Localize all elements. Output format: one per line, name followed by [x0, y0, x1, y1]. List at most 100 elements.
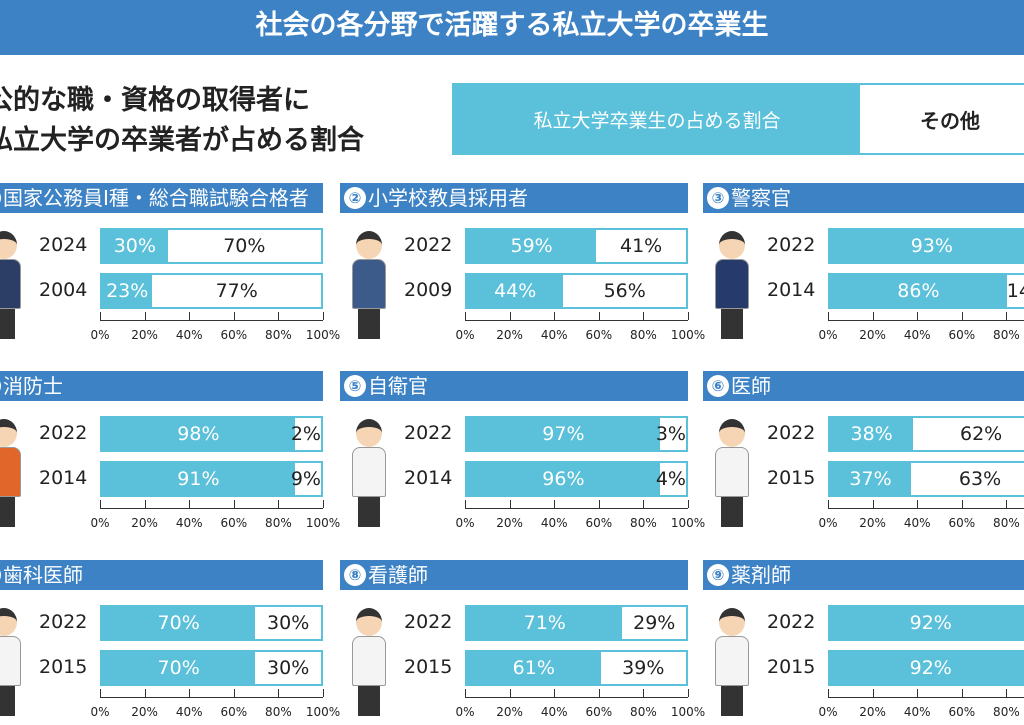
- axis-tick: [598, 689, 600, 697]
- axis-tick-label: 100%: [670, 705, 706, 719]
- panel-title: 自衛官: [368, 374, 428, 398]
- figure-body: [0, 636, 21, 686]
- axis-tick: [828, 500, 829, 508]
- year-label: 2022: [404, 611, 453, 633]
- axis-tick: [961, 500, 963, 508]
- dentist-illustration: [0, 608, 23, 718]
- axis-tick-label: 60%: [585, 328, 613, 342]
- axis-tick: [189, 689, 191, 697]
- axis-tick-label: 20%: [859, 705, 886, 719]
- figure-legs: [358, 309, 380, 339]
- year-label: 2022: [767, 611, 816, 633]
- stacked-bar: 70% 30%: [100, 605, 323, 641]
- bar-segment-private: 30%: [102, 230, 168, 262]
- panel-header: ④消防士: [0, 371, 323, 401]
- axis-tick: [509, 689, 511, 697]
- axis-tick-label: 40%: [540, 328, 568, 342]
- panel-number: ③: [707, 187, 729, 209]
- x-axis: 0%20%40%60%80%100%: [818, 312, 1024, 342]
- axis-tick: [961, 689, 963, 697]
- bar-segment-other: 30%: [267, 612, 310, 634]
- figure-legs: [0, 309, 15, 339]
- bar-segment-other: 2%: [290, 423, 321, 445]
- panel-title: 小学校教員採用者: [368, 186, 528, 210]
- axis-tick-label: 60%: [585, 705, 613, 719]
- chart-panel: ⑦歯科医師 2022 70% 30% 2015 70% 30% 0% 20% 40% 60% 80% 1…: [0, 560, 340, 725]
- bar-segment-other: 62%: [959, 423, 1003, 445]
- axis-tick-label: 20%: [496, 705, 523, 719]
- bar-segment-private: 61%: [467, 652, 601, 684]
- axis-tick: [144, 312, 146, 320]
- axis-tick: [961, 312, 963, 320]
- chart-panel: ④消防士 2022 98%2% 2014 91%9% 0% 20% 40% 60% 80% 100%: [0, 371, 340, 536]
- axis-tick-label: 20%: [496, 328, 523, 342]
- figure-body: [352, 259, 386, 309]
- year-label: 2022: [404, 422, 453, 444]
- figure-body: [352, 447, 386, 497]
- x-axis: 0%20%40%60%80%100%: [455, 689, 705, 719]
- axis-tick-label: 60%: [585, 516, 613, 530]
- bar-segment-other: 30%: [267, 657, 310, 679]
- panel-number: ⑨: [707, 564, 729, 586]
- year-label: 2014: [39, 467, 88, 489]
- axis-tick: [233, 500, 235, 508]
- x-axis: 0%20%40%60%80%100%: [90, 689, 340, 719]
- page-title: 社会の各分野で活躍する私立大学の卒業生: [0, 0, 1024, 55]
- axis-tick-label: 60%: [948, 705, 976, 719]
- axis-tick: [189, 312, 191, 320]
- axis-tick-label: 40%: [540, 516, 568, 530]
- axis-tick: [872, 312, 874, 320]
- figure-body: [715, 636, 749, 686]
- bar-segment-private: 70%: [102, 652, 256, 684]
- panel-header: ⑦歯科医師: [0, 560, 323, 590]
- bar-segment-private: 93%: [830, 230, 1024, 262]
- axis-tick: [554, 689, 556, 697]
- chart-panel: ⑥医師202238%62%201537%63%0%20%40%60%80%100…: [703, 371, 1024, 536]
- axis-tick-label: 0%: [90, 705, 110, 719]
- figure-head: [719, 419, 745, 447]
- panel-number: ②: [344, 187, 366, 209]
- axis-tick: [100, 312, 101, 320]
- year-label: 2022: [39, 422, 88, 444]
- axis-tick-label: 60%: [220, 705, 248, 719]
- axis-tick-label: 80%: [993, 705, 1020, 719]
- figure-head: [356, 231, 382, 259]
- axis-tick: [554, 312, 556, 320]
- axis-tick-label: 0%: [455, 516, 475, 530]
- axis-tick: [688, 689, 689, 697]
- figure-head: [0, 608, 17, 636]
- bar-segment-private: 92%: [830, 607, 1024, 639]
- axis-tick-label: 80%: [630, 705, 657, 719]
- panel-header: ⑥ 医師: [703, 371, 1024, 401]
- axis-tick: [465, 500, 466, 508]
- axis-tick: [917, 689, 919, 697]
- year-label: 2015: [39, 656, 88, 678]
- panel-title: 歯科医師: [3, 563, 83, 587]
- bar-segment-private: 71%: [467, 607, 623, 639]
- bar-segment-private: 59%: [467, 230, 597, 262]
- figure-body: [715, 259, 749, 309]
- bar-segment-other: 4%: [655, 468, 686, 490]
- axis-tick: [100, 689, 101, 697]
- axis-tick-label: 80%: [993, 328, 1020, 342]
- bar-segment-private: 98%: [102, 418, 295, 450]
- panel-header: ② 小学校教員採用者: [340, 183, 688, 213]
- stacked-bar: 91% 9%: [100, 461, 323, 497]
- axis-tick: [465, 312, 466, 320]
- axis-tick-label: 20%: [496, 516, 523, 530]
- panel-title: 消防士: [3, 374, 63, 398]
- axis-tick-label: 40%: [175, 516, 203, 530]
- stacked-bar: 37% 63%: [828, 461, 1024, 497]
- axis-tick: [1006, 689, 1008, 697]
- stacked-bar: 92%: [828, 605, 1024, 641]
- axis-tick: [554, 500, 556, 508]
- axis-tick: [323, 312, 324, 320]
- panel-title: 国家公務員Ⅰ種・総合職試験合格者: [3, 186, 309, 210]
- axis-tick-label: 0%: [818, 516, 838, 530]
- axis-tick-label: 20%: [131, 516, 158, 530]
- panel-header: ①国家公務員Ⅰ種・総合職試験合格者: [0, 183, 323, 213]
- figure-legs: [358, 686, 380, 716]
- bar-segment-other: 63%: [958, 468, 1002, 490]
- bar-segment-other: 14%: [1006, 280, 1024, 302]
- teacher-illustration: [348, 231, 388, 341]
